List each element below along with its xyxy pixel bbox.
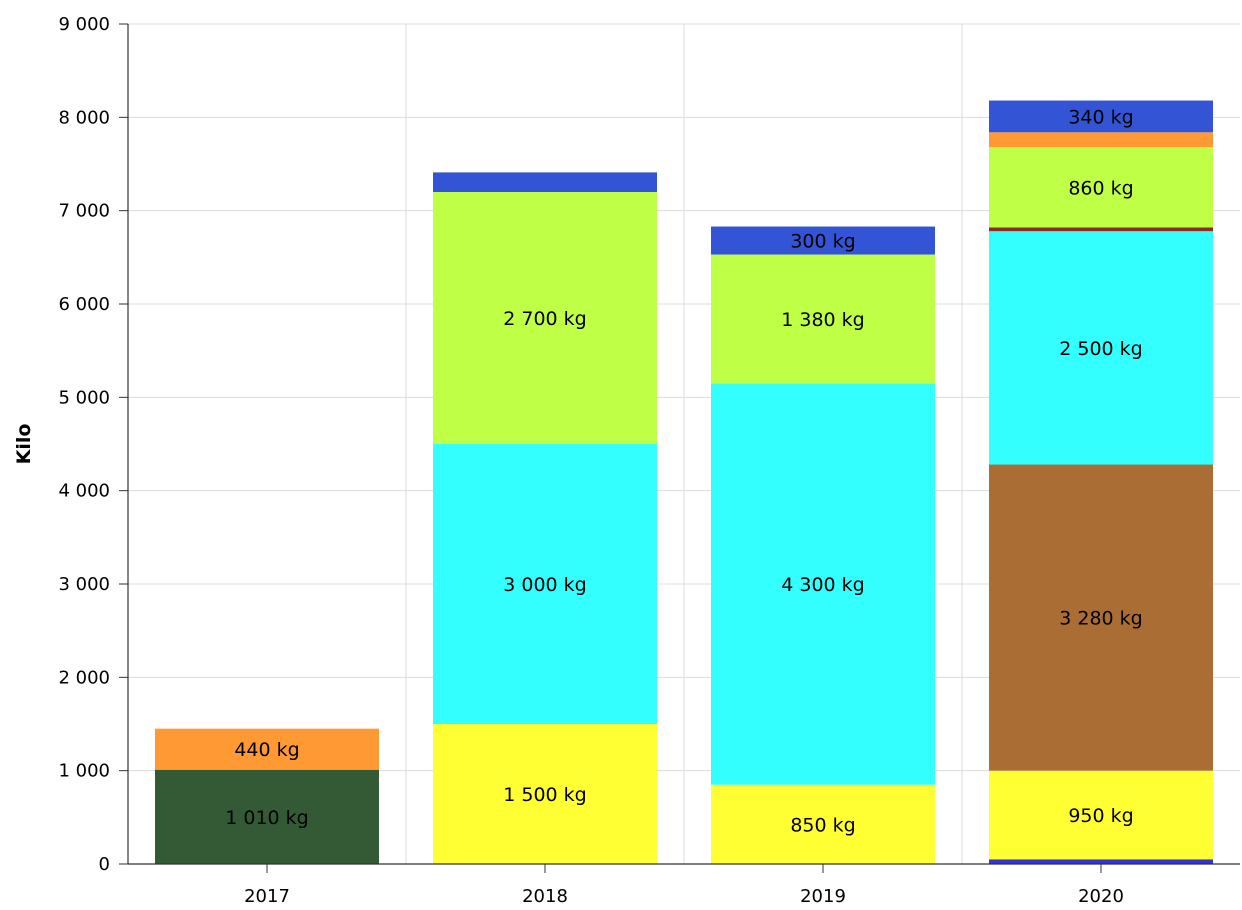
y-tick-label: 6 000 — [58, 294, 110, 315]
x-tick-label: 2017 — [244, 886, 290, 907]
bar-segment — [433, 192, 657, 444]
bar-segment — [155, 769, 379, 864]
y-tick-label: 0 — [99, 854, 110, 875]
bar-segment — [989, 147, 1213, 228]
bar-segment — [433, 724, 657, 864]
y-tick-label: 9 000 — [58, 14, 110, 35]
y-tick-label: 3 000 — [58, 574, 110, 595]
bar-segment — [989, 770, 1213, 860]
y-tick-label: 2 000 — [58, 667, 110, 688]
bar-segment — [433, 172, 657, 192]
segment-value-label: 1 010 kg — [225, 807, 309, 829]
bar-segment — [433, 444, 657, 724]
y-tick-label: 5 000 — [58, 387, 110, 408]
segment-value-label: 440 kg — [234, 739, 299, 761]
bar-segment — [989, 231, 1213, 465]
bar-segment — [711, 383, 935, 785]
bars — [155, 100, 1213, 864]
segment-value-label: 340 kg — [1068, 106, 1133, 128]
bar-segment — [711, 784, 935, 864]
x-tick-label: 2019 — [800, 886, 846, 907]
segment-value-label: 1 500 kg — [503, 784, 587, 806]
y-tick-label: 4 000 — [58, 481, 110, 502]
segment-labels: 1 010 kg 440 kg 1 500 kg 3 000 kg 2 700 kg 85… — [225, 106, 1143, 836]
bar-segment — [989, 859, 1213, 864]
x-tick-label: 2020 — [1078, 886, 1124, 907]
segment-value-label: 1 380 kg — [781, 309, 865, 331]
segment-value-label: 950 kg — [1068, 805, 1133, 827]
segment-value-label: 860 kg — [1068, 177, 1133, 199]
segment-value-label: 3 280 kg — [1059, 608, 1143, 630]
y-tick-label: 8 000 — [58, 107, 110, 128]
bar-segment — [711, 226, 935, 255]
segment-value-label: 2 500 kg — [1059, 338, 1143, 360]
y-tick-label: 1 000 — [58, 761, 110, 782]
bar-segment — [989, 100, 1213, 133]
segment-value-label: 3 000 kg — [503, 574, 587, 596]
segment-value-label: 850 kg — [790, 814, 855, 836]
bar-segment — [989, 132, 1213, 148]
segment-value-label: 4 300 kg — [781, 574, 865, 596]
x-tick-label: 2018 — [522, 886, 568, 907]
y-axis-title: Kilo — [13, 424, 35, 465]
bar-segment — [155, 728, 379, 770]
axes: 0 1 000 2 000 3 000 4 000 5 000 6 000 7 000 8 00… — [58, 14, 1240, 907]
bar-segment — [989, 464, 1213, 771]
gridlines — [128, 23, 1240, 864]
y-tick-label: 7 000 — [58, 201, 110, 222]
bar-segment — [989, 227, 1213, 232]
bar-segment — [711, 254, 935, 384]
segment-value-label: 300 kg — [790, 231, 855, 253]
segment-value-label: 2 700 kg — [503, 308, 587, 330]
